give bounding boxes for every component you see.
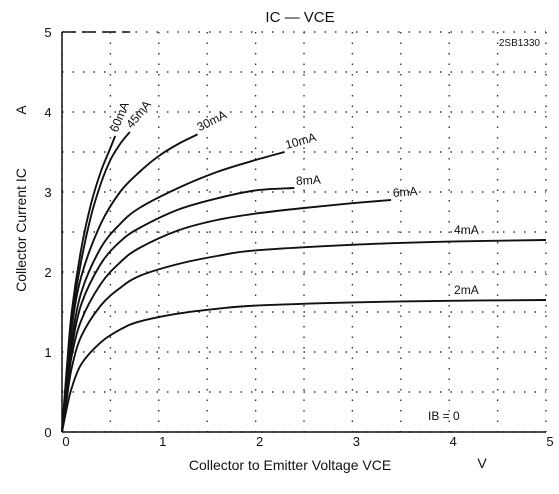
- x-axis-unit: V: [477, 455, 487, 471]
- series-line-10mA: [61, 151, 285, 433]
- grid: [61, 31, 547, 433]
- x-tick-label: 3: [353, 434, 360, 449]
- series-line-2mA: [61, 299, 547, 433]
- series-line-6mA: [61, 199, 392, 433]
- x-tick-label: 0: [62, 434, 69, 449]
- tick-labels: 0 1 2 3 4 5 0 1 2 3 4 5: [44, 25, 553, 449]
- series-line-30mA: [61, 133, 198, 433]
- y-tick-label: 2: [44, 265, 51, 280]
- curve-label-4mA: 4mA: [454, 223, 479, 237]
- curve-label-2mA: 2mA: [454, 283, 479, 297]
- x-tick-label: 5: [546, 434, 553, 449]
- ib-zero-annotation: IB = 0: [428, 409, 460, 423]
- curve-label-8mA: 8mA: [296, 173, 321, 188]
- series-line-4mA: [61, 239, 547, 433]
- series-line-8mA: [61, 187, 295, 433]
- x-axis-label: Collector to Emitter Voltage VCE: [189, 457, 391, 473]
- y-tick-label: 1: [44, 345, 51, 360]
- y-axis-unit: A: [13, 105, 29, 115]
- part-number: 2SB1330: [499, 38, 541, 49]
- y-axis-label: Collector Current IC: [13, 168, 29, 292]
- x-tick-label: 1: [159, 434, 166, 449]
- curve-label-6mA: 6mA: [392, 184, 418, 200]
- x-tick-label: 2: [256, 434, 263, 449]
- y-tick-label: 4: [44, 105, 51, 120]
- curve-label-10mA: 10mA: [284, 130, 318, 152]
- series-group: [61, 131, 547, 433]
- series-line-60mA: [61, 135, 117, 433]
- y-tick-label: 3: [44, 185, 51, 200]
- chart-title: IC — VCE: [265, 9, 334, 26]
- axes-frame: [61, 31, 546, 433]
- x-tick-label: 4: [450, 434, 457, 449]
- y-tick-label: 5: [44, 25, 51, 40]
- y-tick-label: 0: [44, 425, 51, 440]
